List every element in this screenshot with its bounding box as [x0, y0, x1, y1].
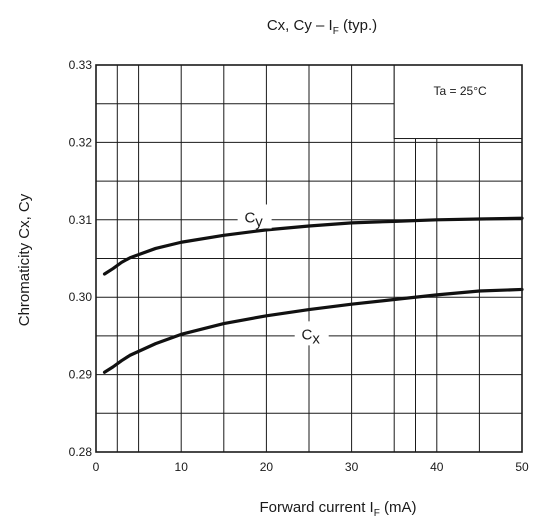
y-tick-label: 0.30: [69, 290, 93, 304]
annotation-box: [393, 64, 523, 140]
temperature-annotation: Ta = 25°C: [434, 84, 487, 98]
y-tick-label: 0.31: [69, 213, 93, 227]
x-tick-label: 20: [260, 460, 274, 474]
annotation-panel: [393, 64, 523, 140]
chart-title-subscript: F: [333, 26, 339, 37]
y-tick-label: 0.29: [69, 368, 93, 382]
x-tick-label: 30: [345, 460, 359, 474]
series-label-main: C: [302, 326, 313, 343]
y-tick-label: 0.32: [69, 135, 93, 149]
x-axis-title-main: Forward current I: [260, 499, 374, 516]
series-label-bg: [294, 321, 329, 346]
x-axis-title: Forward current IF (mA): [260, 499, 417, 519]
x-tick-label: 0: [93, 460, 100, 474]
series-label-subscript: y: [255, 213, 263, 230]
y-tick-label: 0.28: [69, 445, 93, 459]
y-axis-title: Chromaticity Cx, Cy: [16, 193, 33, 326]
x-tick-labels: 0 10 20 30 40 50: [93, 460, 529, 474]
series-label-bg: [237, 204, 272, 229]
chart-title: Cx, Cy – IF (typ.): [267, 17, 377, 37]
svg-text:Cx, Cy – IF (typ.): Cx, Cy – IF (typ.): [267, 17, 377, 37]
series-label-main: C: [244, 209, 255, 226]
series-label-cy: Cy: [244, 209, 263, 230]
series-line-cx: [102, 287, 524, 374]
gridlines: [96, 65, 522, 452]
series-line-cy: [102, 216, 524, 276]
x-tick-label: 40: [430, 460, 444, 474]
y-tick-labels: 0.28 0.29 0.30 0.31 0.32 0.33: [69, 58, 93, 459]
series-label-subscript: x: [312, 330, 320, 347]
series-label-cx: Cx: [302, 326, 321, 347]
chart-title-suffix: (typ.): [339, 17, 377, 34]
chart-title-main: Cx, Cy – I: [267, 17, 333, 34]
svg-text:Forward current IF (mA): Forward current IF (mA): [260, 499, 417, 519]
x-tick-label: 50: [515, 460, 529, 474]
x-axis-title-subscript: F: [374, 508, 380, 519]
plot-frame: [95, 64, 523, 453]
x-axis-title-suffix: (mA): [380, 499, 417, 516]
x-tick-label: 10: [175, 460, 189, 474]
y-tick-label: 0.33: [69, 58, 93, 72]
